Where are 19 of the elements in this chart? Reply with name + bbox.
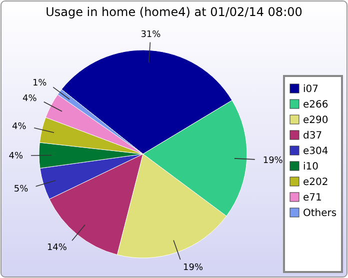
legend-label: d37 (303, 130, 322, 142)
legend-label: e290 (303, 115, 328, 126)
data-label: 4% (12, 122, 27, 132)
legend-label: Others (303, 208, 337, 219)
legend-label: i07 (303, 84, 319, 95)
data-label: 5% (14, 184, 29, 195)
data-label: 14% (46, 242, 68, 253)
legend-label: e71 (303, 192, 322, 204)
legend-label: e266 (303, 100, 328, 110)
data-label: 19% (183, 263, 204, 274)
data-label: 4% (8, 152, 24, 162)
legend-label: e304 (303, 146, 328, 157)
legend-label: e202 (303, 177, 328, 188)
data-label: 31% (140, 30, 162, 40)
data-label: 4% (22, 94, 38, 104)
chart-title: Usage in home (home4) at 01/02/14 08:00 (46, 5, 302, 19)
legend-label: i10 (303, 162, 319, 172)
data-label: 1% (32, 78, 48, 88)
data-label: 19% (262, 156, 284, 166)
